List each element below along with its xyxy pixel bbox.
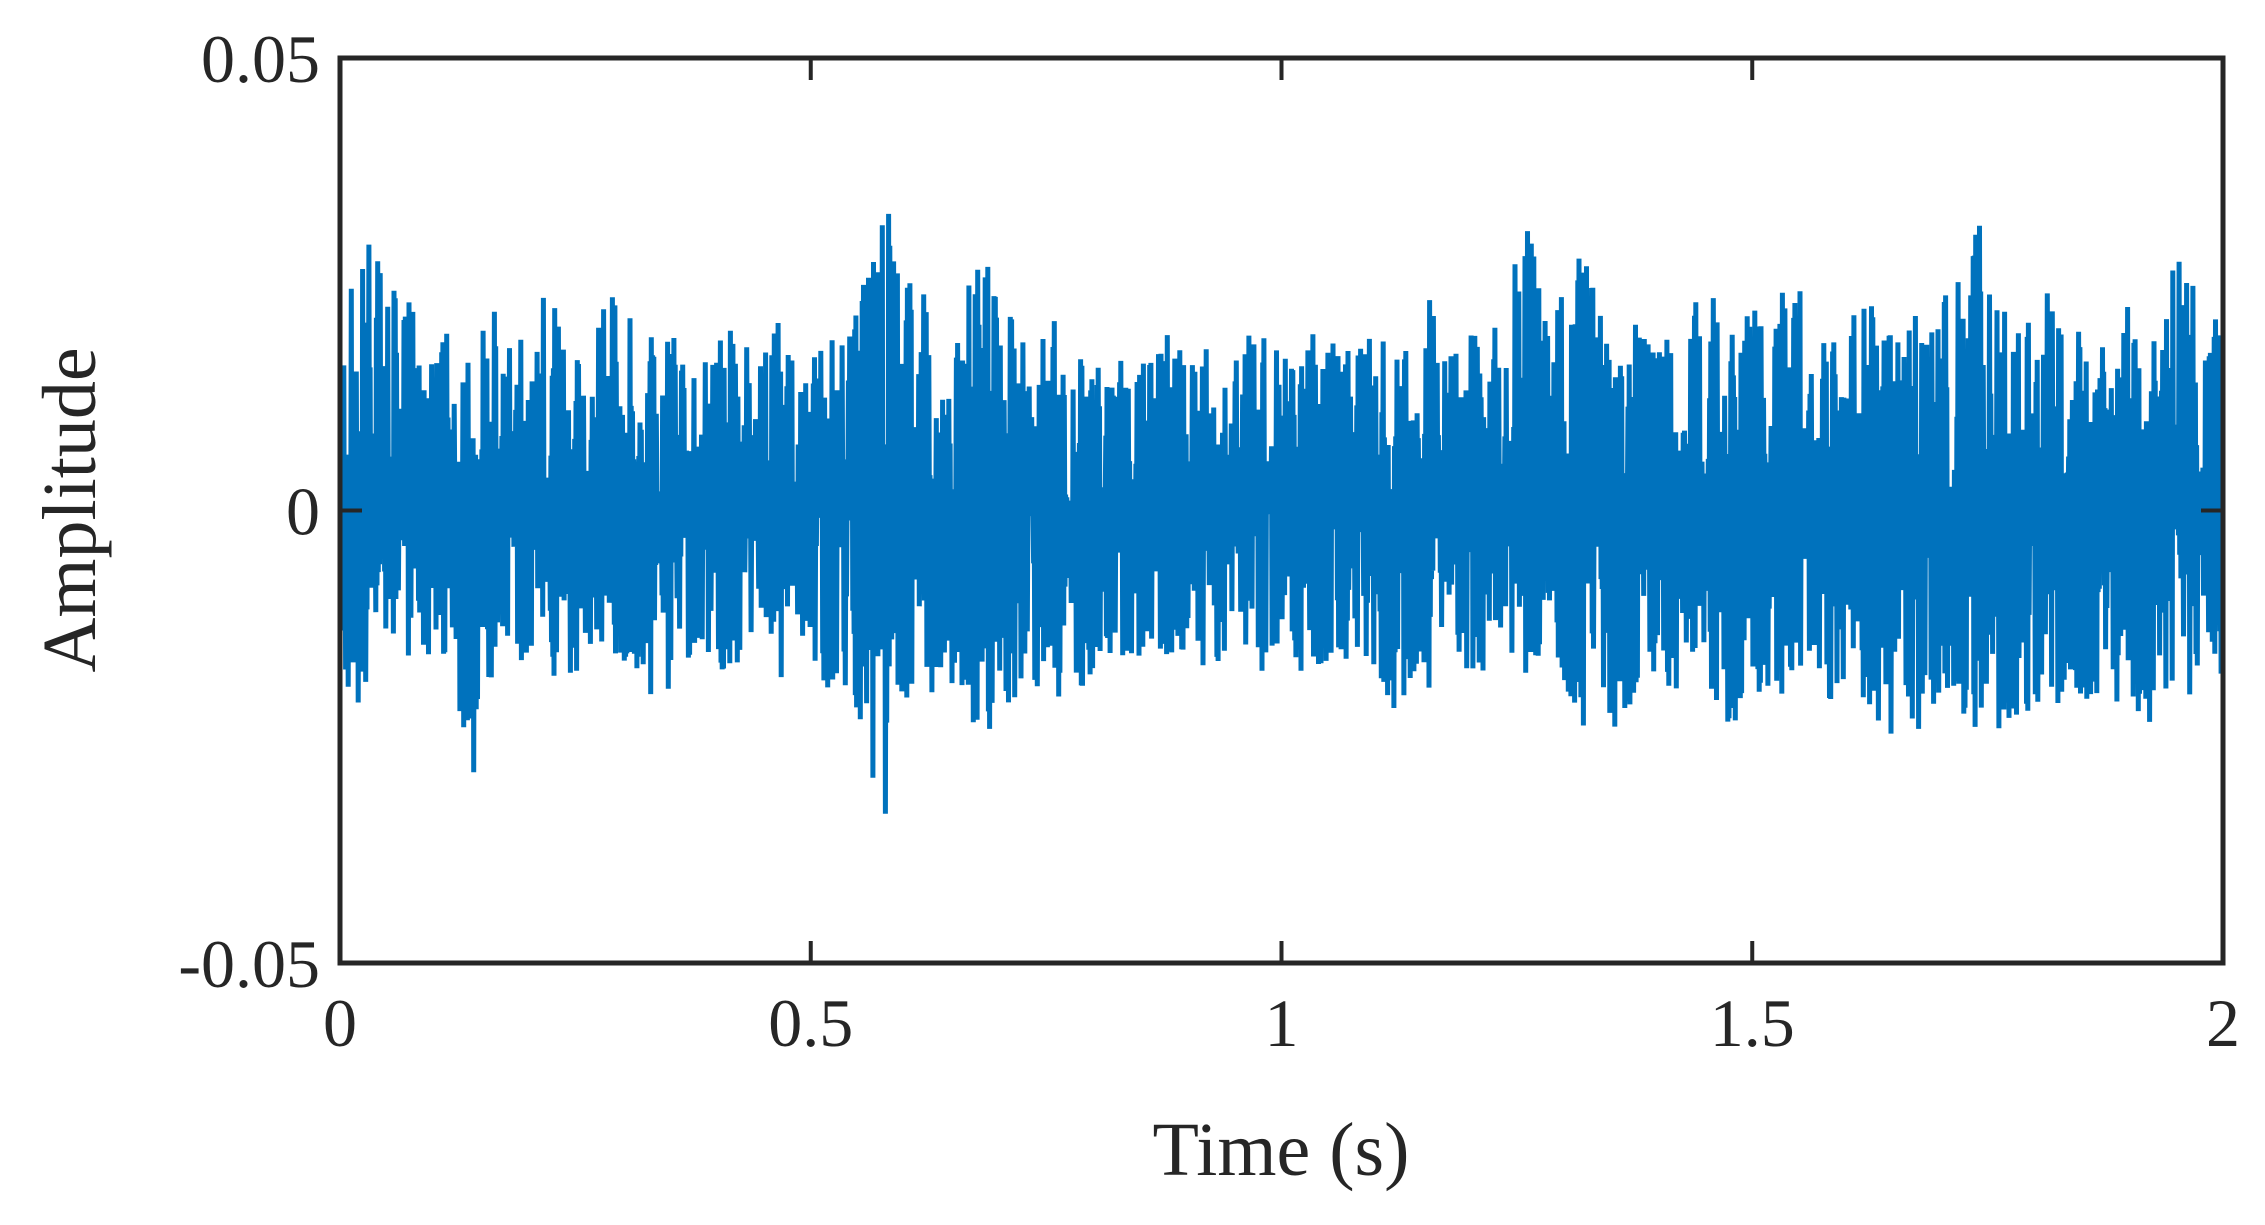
x-axis-label: Time (s) [1153, 1108, 1410, 1192]
y-axis-label: Amplitude [28, 347, 112, 672]
y-tick-label: -0.05 [178, 926, 320, 1002]
series-line [340, 213, 2223, 814]
y-tick-label: 0.05 [201, 21, 320, 97]
x-tick-label: 0 [323, 985, 357, 1061]
x-tick-label: 1.5 [1710, 985, 1795, 1061]
x-tick-label: 0.5 [768, 985, 853, 1061]
y-tick-label: 0 [286, 474, 320, 550]
series-layer [340, 213, 2223, 814]
x-tick-label: 1 [1265, 985, 1299, 1061]
x-tick-label: 2 [2206, 985, 2240, 1061]
ticks-layer [338, 56, 2225, 965]
